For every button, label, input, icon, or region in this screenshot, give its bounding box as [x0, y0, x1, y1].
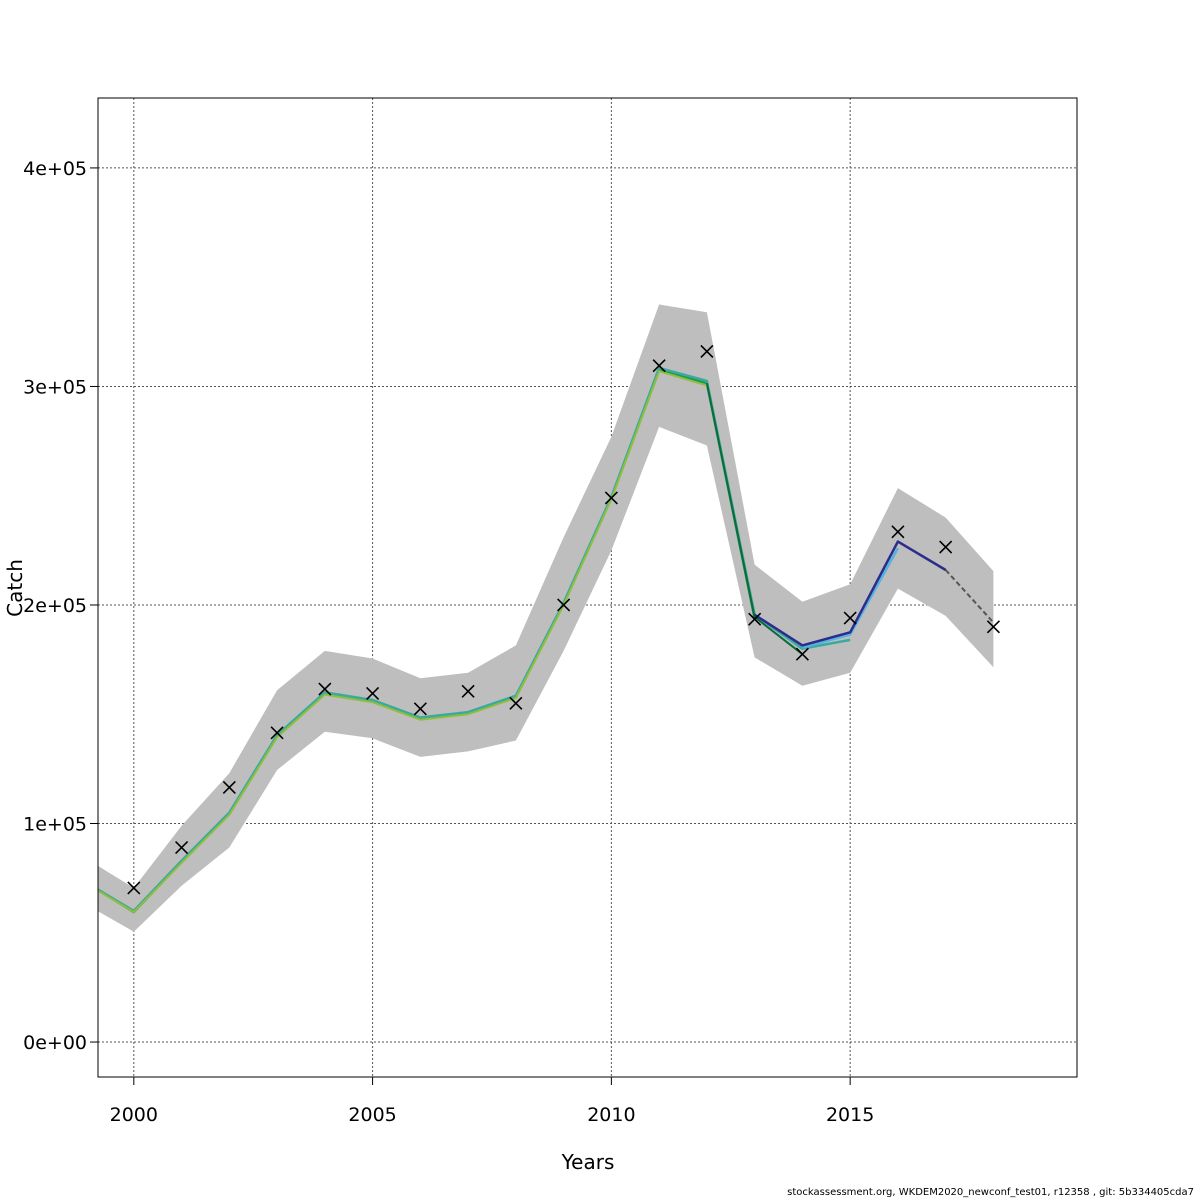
series-line-7 — [944, 569, 995, 624]
observed-point — [891, 525, 905, 539]
y-tick-label: 0e+00 — [23, 1032, 87, 1054]
footer-credits: stockassessment.org, WKDEM2020_newconf_t… — [787, 1187, 1194, 1198]
observed-point — [843, 611, 857, 625]
y-axis-title: Catch — [3, 559, 27, 617]
x-tick-label: 2015 — [826, 1104, 874, 1126]
x-tick-label: 2000 — [110, 1104, 158, 1126]
observed-point — [270, 726, 284, 740]
observed-point — [604, 491, 618, 505]
observed-point — [366, 686, 380, 701]
series-line-4 — [705, 383, 804, 655]
confidence-band-layer — [98, 304, 994, 932]
observed-points-layer — [127, 344, 1000, 895]
observed-point — [652, 359, 666, 373]
observed-point — [461, 684, 475, 698]
observed-point — [127, 881, 141, 895]
confidence-band — [98, 304, 994, 932]
series-line-6 — [753, 540, 947, 647]
observed-point — [986, 620, 1000, 634]
series-line-3 — [98, 370, 708, 913]
y-tick-label: 2e+05 — [23, 595, 87, 617]
observed-point — [939, 540, 953, 554]
y-tick-label: 4e+05 — [23, 158, 87, 180]
x-axis-title: Years — [561, 1150, 615, 1174]
observed-point — [700, 344, 714, 359]
observed-point — [318, 682, 332, 696]
series-layer — [98, 366, 995, 914]
observed-point — [557, 598, 571, 612]
axes: 2000 2005 2010 2015 0e+00 1e+05 2e+05 3e+05 4e+0… — [23, 158, 874, 1126]
y-tick-label: 3e+05 — [23, 376, 87, 398]
observed-point — [413, 702, 427, 716]
y-tick-label: 1e+05 — [23, 814, 87, 836]
observed-point — [509, 696, 523, 710]
observed-point — [222, 780, 236, 795]
series-line-5 — [802, 547, 899, 649]
observed-point — [748, 612, 762, 626]
observed-point — [795, 647, 809, 661]
observed-point — [175, 840, 189, 855]
x-tick-label: 2005 — [348, 1104, 396, 1126]
plot-frame — [97, 97, 1078, 1078]
x-tick-label: 2010 — [587, 1104, 635, 1126]
